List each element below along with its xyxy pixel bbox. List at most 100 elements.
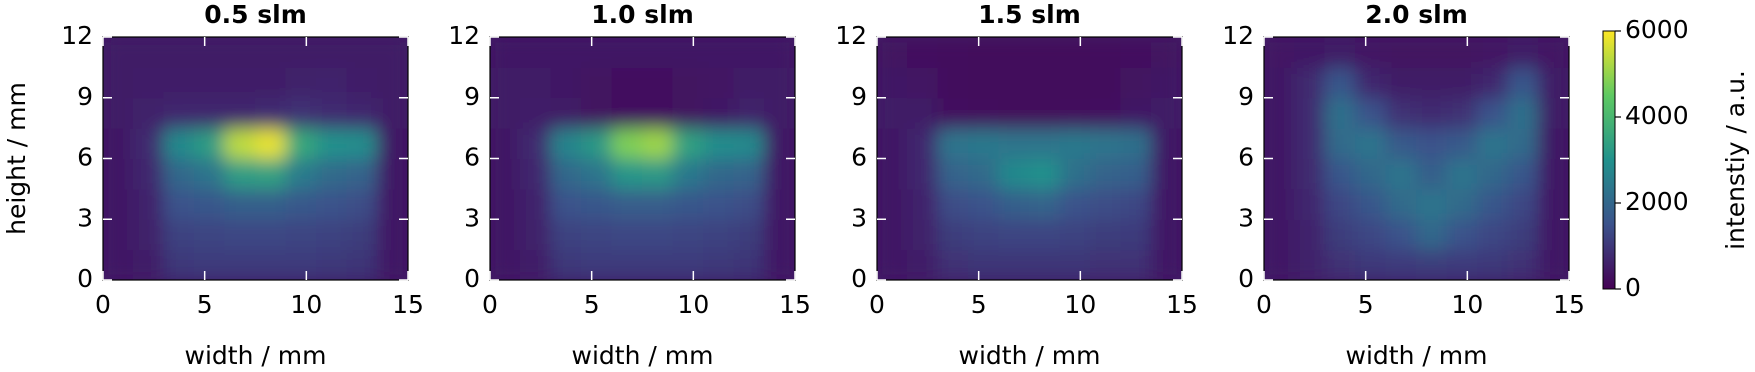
heatmap-cell [1355, 127, 1387, 159]
heatmap-cell [733, 127, 765, 159]
heatmap-cell [520, 158, 552, 190]
heatmap-cell [316, 37, 348, 68]
heatmap-cell [877, 218, 908, 251]
x-tick-label: 5 [197, 290, 213, 319]
heatmap-cell [103, 188, 134, 220]
heatmap-cell [672, 66, 704, 99]
heatmap-cell [103, 158, 134, 190]
heatmap-cell [377, 37, 408, 68]
heatmap-cell [520, 127, 552, 159]
colorbar-tick-label: 6000 [1625, 15, 1689, 44]
heatmap-cell [1538, 66, 1569, 99]
heatmap-cell [1120, 37, 1152, 68]
heatmap-cell [194, 37, 226, 68]
heatmap-cell [1029, 127, 1061, 159]
heatmap-cell [733, 37, 765, 68]
heatmap-cell [1416, 218, 1448, 251]
heatmap-cell [611, 249, 643, 280]
heatmap-cell [1090, 249, 1122, 280]
heatmap-cell [1059, 37, 1091, 68]
heatmap-cell [611, 37, 643, 68]
heatmap-cell [316, 66, 348, 99]
heatmap-cell [1355, 66, 1387, 99]
heatmap-cell [1294, 249, 1326, 280]
heatmap-cell [1294, 97, 1326, 129]
heatmap-cell [1090, 158, 1122, 190]
heatmap-cell [194, 188, 226, 220]
heatmap-cell [520, 37, 552, 68]
heatmap-cell [550, 188, 582, 220]
heatmap-cell [316, 158, 348, 190]
heatmap-cell [163, 188, 195, 220]
heatmap-cell [1029, 37, 1061, 68]
heatmap-cell [611, 66, 643, 99]
heatmap-cell [877, 188, 908, 220]
y-tick-label: 12 [835, 21, 867, 50]
heatmap-cell [581, 37, 613, 68]
heatmap-cell [764, 249, 795, 280]
heatmap-cell [581, 249, 613, 280]
heatmap-cell [1090, 37, 1122, 68]
heatmap-cell [1507, 188, 1539, 220]
heatmap-cell [877, 66, 908, 99]
heatmap-cell [764, 37, 795, 68]
heatmap-cell [1294, 127, 1326, 159]
heatmap-cell [1120, 66, 1152, 99]
heatmap-cell [377, 249, 408, 280]
heatmap-cell [1120, 97, 1152, 129]
heatmap-cell [520, 218, 552, 251]
heatmap-cell [1477, 158, 1509, 190]
heatmap-cell [703, 188, 735, 220]
y-tick-label: 3 [851, 203, 867, 232]
y-tick-label: 6 [77, 143, 93, 172]
heatmap-cell [1355, 158, 1387, 190]
chart-title: 1.0 slm [591, 0, 694, 29]
x-tick-label: 15 [1166, 290, 1198, 319]
plot-area [103, 37, 408, 280]
y-tick-label: 0 [464, 264, 480, 293]
heatmap-cell [224, 127, 256, 159]
heatmap-cell [703, 97, 735, 129]
heatmap-cell [285, 66, 317, 99]
heatmap-cell [255, 66, 287, 99]
heatmap-cell [316, 218, 348, 251]
heatmap-cell [1059, 158, 1091, 190]
heatmap-cell [550, 249, 582, 280]
heatmap-cell [642, 218, 674, 251]
heatmap-cell [581, 158, 613, 190]
heatmap-cell [550, 97, 582, 129]
y-tick-label: 6 [851, 143, 867, 172]
heatmap-cell [998, 37, 1030, 68]
heatmap-cell [1324, 218, 1356, 251]
heatmap-cell [907, 188, 939, 220]
heatmap-cell [377, 127, 408, 159]
heatmap-cell [642, 188, 674, 220]
heatmap-cell [520, 97, 552, 129]
heatmap-cell [672, 188, 704, 220]
x-axis-label: width / mm [959, 341, 1101, 370]
heatmap-cell [1090, 66, 1122, 99]
heatmap-cell [877, 249, 908, 280]
x-tick-label: 10 [677, 290, 709, 319]
heatmap-cell [1355, 249, 1387, 280]
y-tick-label: 9 [77, 82, 93, 111]
plot-area [1264, 37, 1569, 280]
heatmap-cell [764, 188, 795, 220]
heatmap-cell [642, 97, 674, 129]
heatmap-cell [163, 66, 195, 99]
heatmap-cell [1477, 97, 1509, 129]
heatmap-cell [1416, 127, 1448, 159]
heatmap-cell [764, 66, 795, 99]
heatmap-cell [1416, 66, 1448, 99]
colorbar [1602, 30, 1616, 290]
heatmap-cell [1477, 127, 1509, 159]
heatmap-cell [133, 127, 165, 159]
heatmap-cell [703, 218, 735, 251]
heatmap-cell [968, 249, 1000, 280]
heatmap-cell [194, 249, 226, 280]
heatmap-cell [1446, 97, 1478, 129]
heatmap-cell [581, 66, 613, 99]
heatmap-cell [733, 66, 765, 99]
heatmap-cell [968, 97, 1000, 129]
